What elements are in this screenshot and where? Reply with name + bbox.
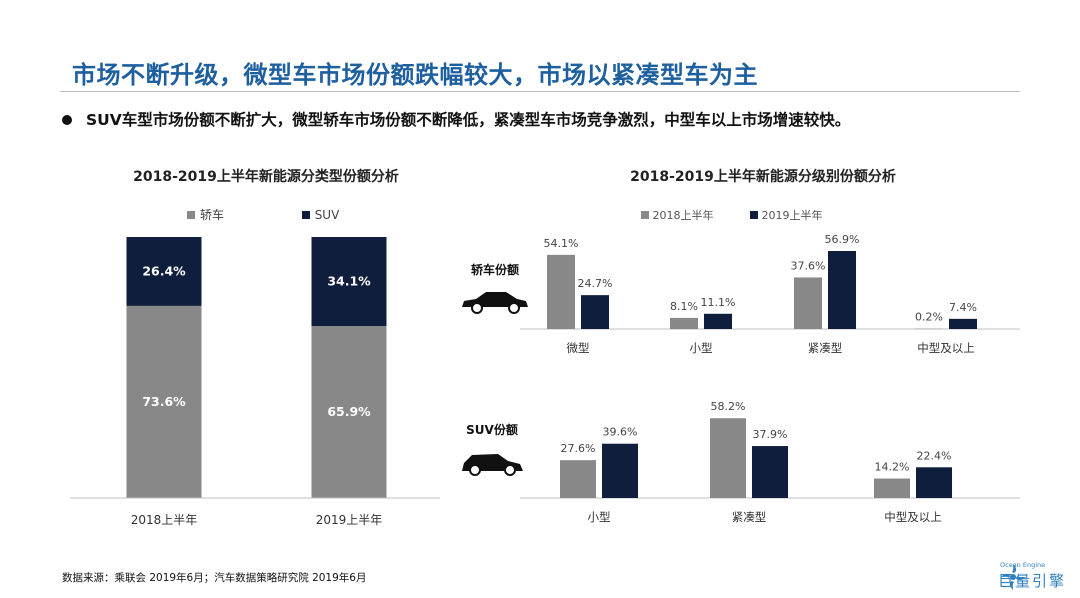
sedan-bar-2019-2 — [704, 313, 732, 329]
stack-label-sedan-2: 65.9% — [327, 404, 371, 419]
logo-subtext: Ocean Engine — [1000, 561, 1046, 569]
sedan-label-2018-2: 8.1% — [670, 300, 698, 313]
x-tick-left-1: 2018上半年 — [131, 513, 198, 527]
suv-label-2018-3: 14.2% — [875, 461, 910, 474]
sedan-panel-label: 轿车份额 — [471, 262, 519, 277]
suv-label-2019-3: 22.4% — [917, 449, 952, 462]
sedan-label-2018-1: 54.1% — [544, 237, 579, 250]
legend-label-2019: 2019上半年 — [762, 208, 823, 222]
stack-bar-suv-2 — [311, 237, 387, 327]
sedan-x-tick-2: 小型 — [690, 341, 713, 355]
sedan-x-tick-1: 微型 — [567, 341, 590, 355]
sedan-car-icon-wheel-front — [471, 302, 483, 314]
legend-swatch-sedan — [187, 211, 195, 219]
x-tick-left-2: 2019上半年 — [316, 513, 383, 527]
sedan-bar-2018-1 — [547, 254, 575, 329]
suv-bar-2019-2 — [752, 446, 788, 498]
sedan-bar-2019-4 — [949, 318, 977, 329]
sedan-label-2019-2: 11.1% — [701, 296, 736, 309]
legend-label-suv: SUV — [315, 208, 340, 222]
suv-bar-2018-1 — [560, 460, 596, 498]
suv-label-2019-2: 37.9% — [753, 428, 788, 441]
right-chart-title: 2018-2019上半年新能源分级别份额分析 — [630, 169, 896, 185]
suv-car-icon-wheel-rear — [504, 464, 516, 476]
page-subtitle: SUV车型市场份额不断扩大，微型轿车市场份额不断降低，紧凑型车市场竞争激烈，中型… — [86, 111, 851, 129]
stack-label-suv-2: 34.1% — [327, 274, 371, 289]
bullet-dot — [62, 115, 72, 125]
left-chart-title: 2018-2019上半年新能源分类型份额分析 — [133, 169, 399, 185]
sedan-bar-2018-3 — [794, 277, 822, 329]
sedan-label-2019-4: 7.4% — [949, 301, 977, 314]
suv-bar-2018-3 — [874, 478, 910, 498]
page-title: 市场不断升级，微型车市场份额跌幅较大，市场以紧凑型车为主 — [72, 61, 758, 89]
suv-label-2018-2: 58.2% — [711, 400, 746, 413]
title-divider — [60, 91, 1020, 92]
suv-x-tick-2: 紧凑型 — [732, 510, 767, 524]
sedan-bar-2019-1 — [581, 295, 609, 329]
suv-label-2019-1: 39.6% — [603, 426, 638, 439]
legend-label-2018: 2018上半年 — [653, 208, 714, 222]
sedan-bar-2019-3 — [828, 251, 856, 329]
logo-icon — [1001, 564, 1025, 590]
logo-wordmark: 巨量引擎 — [998, 572, 1067, 590]
suv-bar-2018-2 — [710, 418, 746, 498]
suv-panel-label: SUV份额 — [466, 422, 518, 437]
suv-bar-2019-3 — [916, 467, 952, 498]
legend-swatch-2018 — [641, 211, 649, 219]
suv-x-tick-3: 中型及以上 — [884, 510, 942, 524]
sedan-car-icon-wheel-rear — [508, 302, 520, 314]
sedan-label-2018-3: 37.6% — [791, 259, 826, 272]
suv-label-2018-1: 27.6% — [561, 442, 596, 455]
sedan-label-2018-4: 0.2% — [915, 311, 943, 324]
suv-bar-2019-1 — [602, 443, 638, 498]
legend-swatch-2019 — [750, 211, 758, 219]
sedan-x-tick-3: 紧凑型 — [808, 341, 843, 355]
stack-bar-suv-1 — [126, 237, 202, 306]
sedan-x-tick-4: 中型及以上 — [917, 341, 975, 355]
stack-label-suv-1: 26.4% — [142, 263, 186, 278]
sedan-label-2019-1: 24.7% — [578, 277, 613, 290]
stack-bar-sedan-2 — [311, 326, 387, 498]
sedan-label-2019-3: 56.9% — [825, 233, 860, 246]
sedan-bar-2018-2 — [670, 317, 698, 329]
legend-label-sedan: 轿车 — [200, 207, 224, 222]
stack-label-sedan-1: 73.6% — [142, 394, 186, 409]
suv-x-tick-1: 小型 — [588, 510, 611, 524]
data-source: 数据来源：乘联会 2019年6月；汽车数据策略研究院 2019年6月 — [62, 572, 367, 584]
suv-car-icon-wheel-front — [469, 464, 481, 476]
stack-bar-sedan-1 — [126, 305, 202, 498]
legend-swatch-suv — [302, 211, 310, 219]
